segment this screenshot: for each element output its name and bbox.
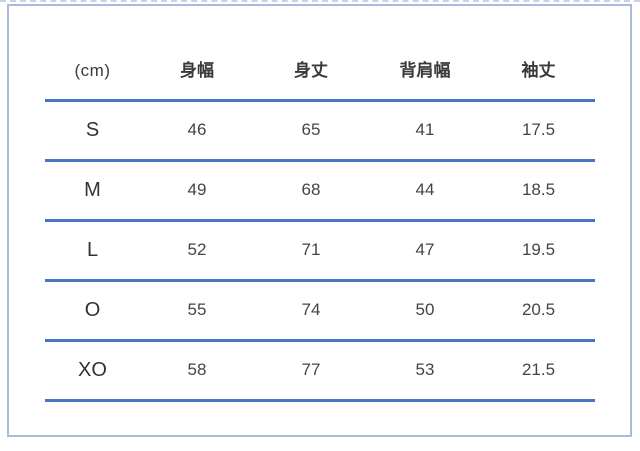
value-cell: 49 xyxy=(140,160,254,222)
value-cell: 68 xyxy=(254,160,368,222)
value-cell: 17.5 xyxy=(482,100,595,162)
table-row: S 46 65 41 17.5 xyxy=(45,100,595,162)
value-cell: 77 xyxy=(254,340,368,402)
top-dashed-border xyxy=(0,0,640,2)
size-label: M xyxy=(45,160,140,222)
size-chart-panel: (cm) 身幅 身丈 背肩幅 袖丈 S 46 65 41 17.5 M 49 6… xyxy=(7,4,632,437)
table-row: L 52 71 47 19.5 xyxy=(45,220,595,282)
value-cell: 55 xyxy=(140,280,254,342)
value-cell: 21.5 xyxy=(482,340,595,402)
size-label: O xyxy=(45,280,140,342)
value-cell: 71 xyxy=(254,220,368,282)
size-table-body: S 46 65 41 17.5 M 49 68 44 18.5 L 52 71 … xyxy=(45,100,595,402)
size-label: S xyxy=(45,100,140,162)
value-cell: 50 xyxy=(368,280,482,342)
value-cell: 52 xyxy=(140,220,254,282)
table-row: O 55 74 50 20.5 xyxy=(45,280,595,342)
value-cell: 46 xyxy=(140,100,254,162)
value-cell: 58 xyxy=(140,340,254,402)
value-cell: 44 xyxy=(368,160,482,222)
value-cell: 47 xyxy=(368,220,482,282)
value-cell: 41 xyxy=(368,100,482,162)
size-label: L xyxy=(45,220,140,282)
value-cell: 19.5 xyxy=(482,220,595,282)
value-cell: 53 xyxy=(368,340,482,402)
value-cell: 74 xyxy=(254,280,368,342)
table-row: M 49 68 44 18.5 xyxy=(45,160,595,222)
value-cell: 18.5 xyxy=(482,160,595,222)
value-cell: 65 xyxy=(254,100,368,162)
header-row: (cm) 身幅 身丈 背肩幅 袖丈 xyxy=(45,6,595,102)
column-header-shoulder-width: 背肩幅 xyxy=(368,6,482,102)
size-chart-table: (cm) 身幅 身丈 背肩幅 袖丈 S 46 65 41 17.5 M 49 6… xyxy=(45,6,595,402)
column-header-body-length: 身丈 xyxy=(254,6,368,102)
size-label: XO xyxy=(45,340,140,402)
unit-header-cell: (cm) xyxy=(45,6,140,102)
value-cell: 20.5 xyxy=(482,280,595,342)
column-header-sleeve-length: 袖丈 xyxy=(482,6,595,102)
column-header-body-width: 身幅 xyxy=(140,6,254,102)
table-row: XO 58 77 53 21.5 xyxy=(45,340,595,402)
